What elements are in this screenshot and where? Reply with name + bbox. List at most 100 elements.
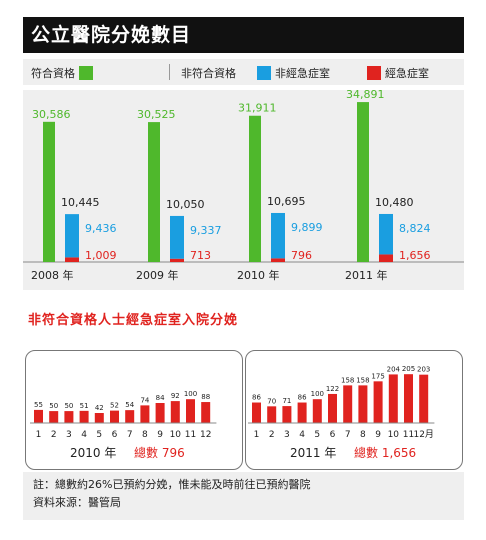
x-tick-label: 9 <box>157 430 163 440</box>
value-label-ineligible: 10,445 <box>61 196 100 209</box>
value-label-month: 203 <box>417 366 430 374</box>
x-tick-label: 12 <box>200 430 211 440</box>
value-label-ineligible: 10,050 <box>166 198 205 211</box>
value-label-non-emergency: 9,436 <box>85 222 117 235</box>
legend-blue-swatch <box>257 66 271 80</box>
bar-month <box>64 411 74 423</box>
mini-chart-2011-box: 86 1 70 2 71 3 86 4 100 5 122 6 158 7 158 8 175 9 204 10 205… <box>245 350 463 470</box>
value-label-month: 175 <box>371 372 384 380</box>
legend-green-swatch <box>79 66 93 80</box>
value-label-month: 100 <box>184 390 197 398</box>
value-label-month: 92 <box>171 392 180 400</box>
bar-month <box>373 381 383 423</box>
legend-ineligible: 非符合資格 <box>181 65 236 81</box>
bar-eligible <box>43 121 55 262</box>
bar-month <box>404 374 413 423</box>
bar-month <box>201 402 211 423</box>
x-tick-label: 2009 年 <box>136 268 179 282</box>
x-tick-label: 1 <box>254 430 260 440</box>
bar-month <box>79 410 89 423</box>
x-tick-label: 8 <box>142 430 148 440</box>
value-label-month: 52 <box>110 402 119 410</box>
x-tick-label: 5 <box>96 430 102 440</box>
value-label-ineligible: 10,695 <box>267 195 306 208</box>
bar-month <box>170 401 180 423</box>
value-label-month: 74 <box>140 396 149 404</box>
x-tick-label: 9 <box>375 430 381 440</box>
x-tick-label: 3 <box>284 430 290 440</box>
legend-red-swatch <box>367 66 381 80</box>
bar-month <box>343 385 353 423</box>
x-tick-label: 3 <box>66 430 72 440</box>
bar-month <box>125 410 135 423</box>
mini-chart-2011: 86 1 70 2 71 3 86 4 100 5 122 6 158 7 158 8 175 9 204 10 205… <box>248 365 435 460</box>
value-label-emergency: 796 <box>291 249 312 262</box>
value-label-month: 70 <box>267 397 276 405</box>
bar-non-emergency <box>271 212 285 259</box>
x-tick-label: 4 <box>81 430 87 440</box>
value-label-month: 204 <box>387 365 401 373</box>
legend-eligible: 符合資格 <box>31 65 93 81</box>
value-label-non-emergency: 8,824 <box>399 222 431 235</box>
bar-eligible <box>249 115 261 263</box>
bar-month <box>358 385 368 423</box>
value-label-eligible: 30,586 <box>32 108 71 121</box>
bar-month <box>155 403 165 423</box>
value-label-month: 50 <box>49 402 58 410</box>
bar-month <box>49 411 59 423</box>
value-label-non-emergency: 9,337 <box>190 224 222 237</box>
legend-emergency: 經急症室 <box>367 65 429 81</box>
mini-chart-2010-box: 55 1 50 2 50 3 51 4 42 5 52 6 54 7 74 8 84 9 92 10 100 11 88 12… <box>25 350 243 470</box>
legend-divider <box>169 64 170 80</box>
bar-month <box>388 374 398 423</box>
x-tick-label: 10 <box>170 430 182 440</box>
bar-month <box>94 413 104 423</box>
x-tick-label: 4 <box>299 430 305 440</box>
x-tick-label: 2 <box>51 430 57 440</box>
x-tick-label: 7 <box>345 430 351 440</box>
mini-chart-2010: 55 1 50 2 50 3 51 4 42 5 52 6 54 7 74 8 84 9 92 10 100 11 88 12… <box>30 390 217 460</box>
bar-emergency <box>379 254 393 262</box>
main-chart-panel: 30,586 10,445 9,436 1,009 2008 年 30,525 10,050… <box>23 90 464 290</box>
bar-month <box>282 406 292 423</box>
legend-eligible-label: 符合資格 <box>31 67 75 80</box>
value-label-ineligible: 10,480 <box>375 196 414 209</box>
x-tick-label: 2010 年 <box>237 268 280 282</box>
mini-chart-title: 2011 年 <box>290 446 336 460</box>
x-tick-label: 5 <box>314 430 320 440</box>
value-label-month: 122 <box>326 385 339 393</box>
mini-chart-total: 總數 1,656 <box>354 445 416 460</box>
value-label-eligible: 30,525 <box>137 108 176 121</box>
footer: 註：總數約26%已預約分娩，惟未能及時前往已預約醫院 資料來源：醫管局 <box>23 472 464 520</box>
bar-month <box>267 406 277 423</box>
bar-month <box>297 402 307 423</box>
mini-chart-title: 2010 年 <box>70 446 116 460</box>
x-tick-label: 2011 年 <box>345 268 388 282</box>
bar-eligible <box>148 122 160 262</box>
bar-month <box>110 410 119 423</box>
value-label-month: 86 <box>252 394 261 402</box>
x-tick-label: 2 <box>269 430 275 440</box>
x-tick-label: 10 <box>388 430 400 440</box>
legend: 符合資格 非符合資格 非經急症室 經急症室 <box>23 59 464 85</box>
bar-month <box>34 409 43 423</box>
value-label-month: 42 <box>95 404 104 412</box>
bar-emergency <box>271 258 285 262</box>
x-tick-label: 1 <box>36 430 42 440</box>
bar-month <box>252 402 261 423</box>
main-chart: 30,586 10,445 9,436 1,009 2008 年 30,525 10,050… <box>23 90 464 282</box>
x-tick-label: 6 <box>112 430 118 440</box>
value-label-month: 158 <box>341 376 354 384</box>
footer-source: 資料來源：醫管局 <box>33 496 121 509</box>
mini-chart-total: 總數 796 <box>134 445 185 460</box>
value-label-month: 158 <box>356 376 369 384</box>
footer-note: 註：總數約26%已預約分娩，惟未能及時前往已預約醫院 <box>33 478 311 491</box>
bar-emergency <box>65 257 79 262</box>
value-label-month: 71 <box>282 397 291 405</box>
bar-emergency <box>170 258 184 262</box>
bar-non-emergency <box>379 213 393 255</box>
value-label-month: 55 <box>34 401 43 409</box>
x-tick-label: 11 <box>185 430 196 440</box>
x-tick-label: 12月 <box>413 429 433 440</box>
value-label-month: 100 <box>311 390 324 398</box>
